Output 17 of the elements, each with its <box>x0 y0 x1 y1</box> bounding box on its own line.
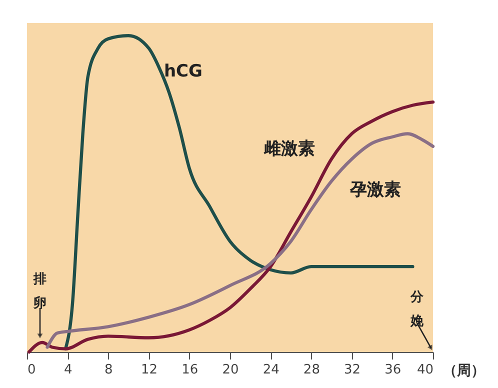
x-tick-label: 24 <box>262 362 280 378</box>
x-tick-label: 0 <box>28 362 36 378</box>
x-tick-label: 12 <box>141 362 158 378</box>
x-tick-label: 36 <box>384 362 402 378</box>
x-tick-label: 4 <box>64 362 72 378</box>
series-label: 孕激素 <box>348 180 401 200</box>
series-label: hCG <box>164 61 202 82</box>
x-tick-label: 20 <box>222 362 239 378</box>
x-tick-label: 16 <box>182 362 198 378</box>
x-tick-label: 32 <box>344 362 361 378</box>
annotation: 排卵 <box>32 272 46 311</box>
series-label: 雌激素 <box>263 138 316 159</box>
annotation: 分娩 <box>410 290 424 329</box>
x-tick-label: 40 <box>416 362 434 378</box>
x-axis-title: （周） <box>443 363 485 379</box>
x-tick-label: 28 <box>303 362 320 378</box>
x-tick-label: 8 <box>104 362 113 378</box>
